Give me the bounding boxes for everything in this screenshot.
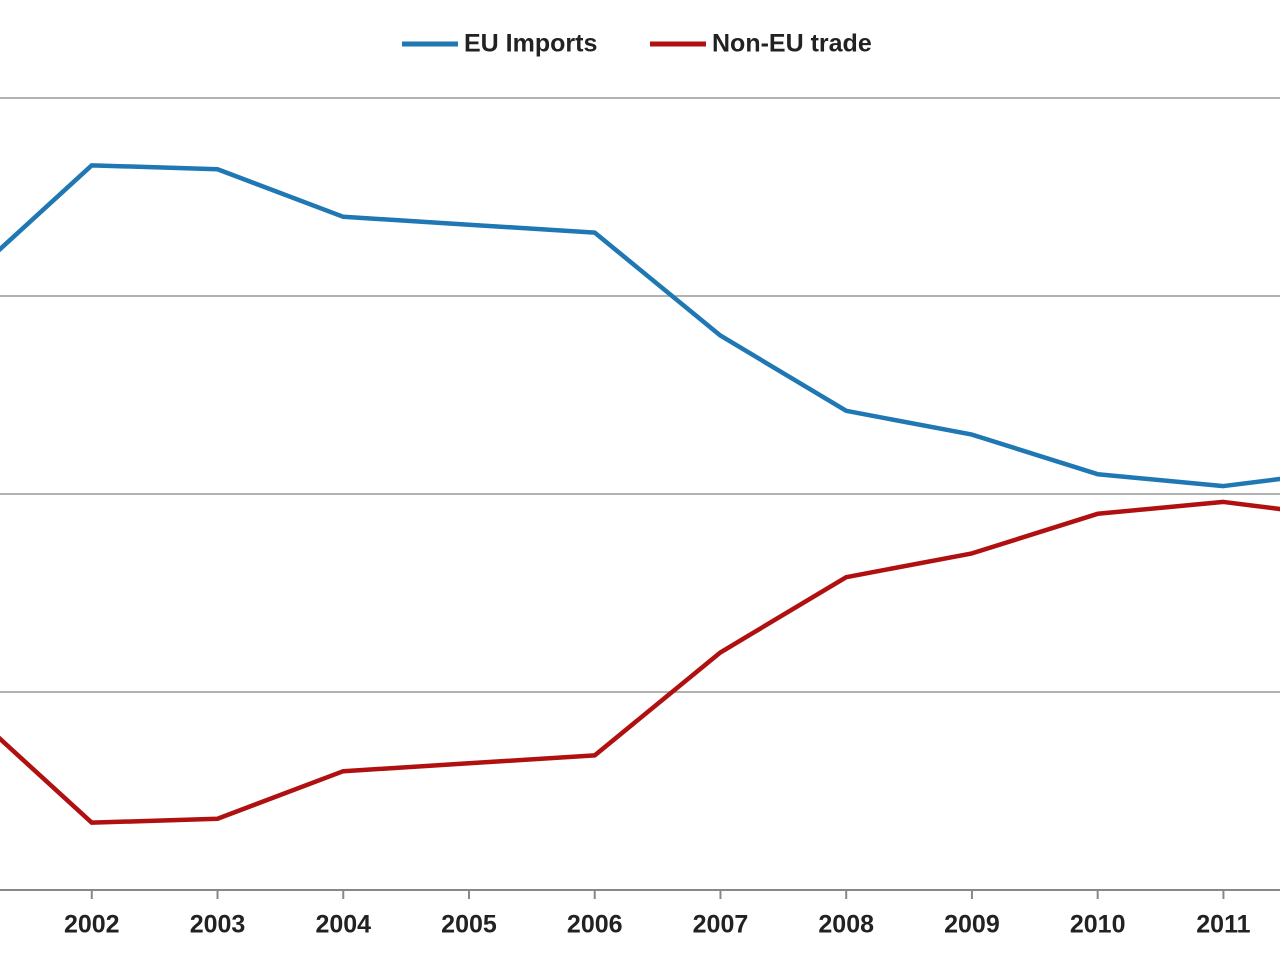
x-tick-label: 2004 [315,911,371,939]
x-tick-label: 2010 [1070,911,1126,939]
series-line [0,163,1280,489]
x-tick-label: 2005 [441,911,497,939]
legend: EU Imports Non-EU trade [402,30,872,58]
x-tick-label: 2009 [944,911,1000,939]
x-axis: 2002 2003 2004 2005 2006 2007 2008 2009 2010 2011 [64,890,1251,939]
x-tick-label: 2003 [190,911,246,939]
x-tick-label: 2002 [64,911,120,939]
x-tick-label: 2008 [818,911,874,939]
x-tick-label: 2006 [567,911,623,939]
x-tick-label: 2007 [693,911,749,939]
x-tick-label: 2011 [1196,911,1250,939]
legend-label: EU Imports [464,30,597,58]
legend-label: Non-EU trade [712,30,872,58]
series-line [0,499,1280,825]
grid [0,97,1280,891]
plot-area [0,163,1280,825]
